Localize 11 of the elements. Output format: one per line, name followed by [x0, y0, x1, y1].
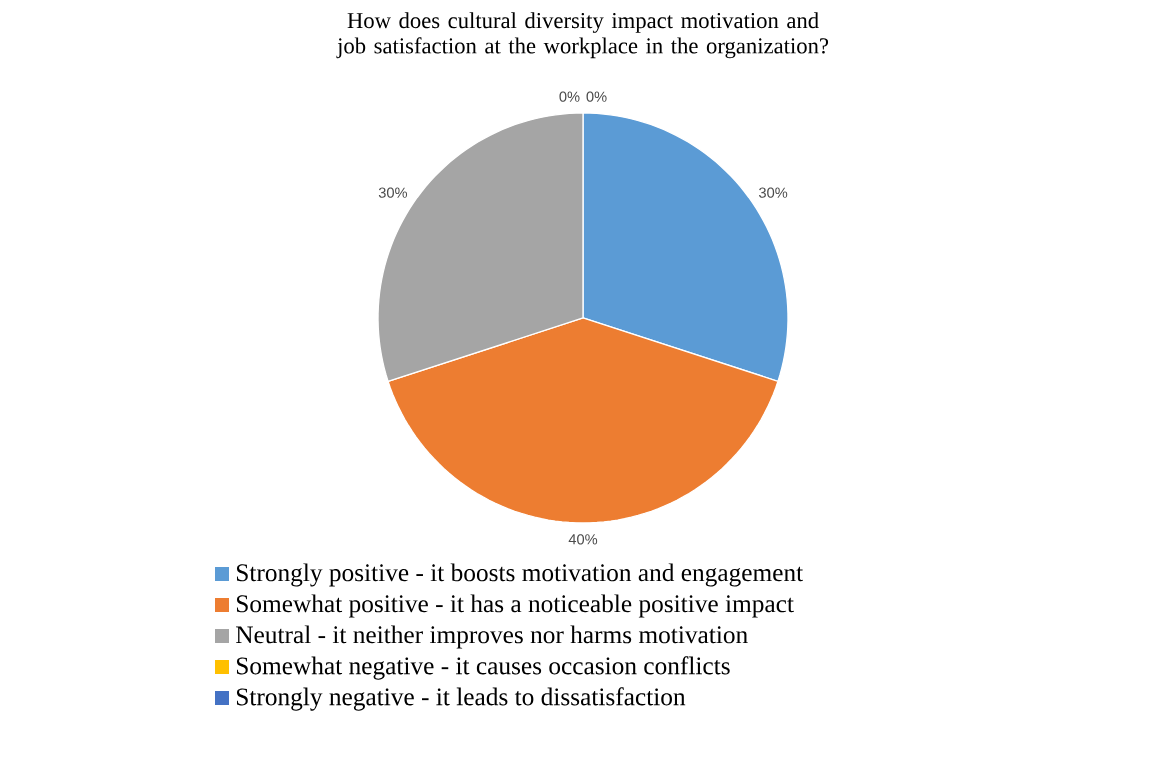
- legend-label: Strongly positive - it boosts motivation and engagement: [236, 563, 803, 587]
- text: 0%: [559, 91, 580, 102]
- data-label: 30%: [378, 187, 408, 198]
- data-label: 40%: [568, 534, 598, 545]
- legend-label: Strongly negative - it leads to dissatisfaction: [236, 687, 686, 711]
- chart-title: How does cultural diversity impact motivation and job satisfaction at the workplace in the organization?: [336, 12, 829, 59]
- legend-label: Somewhat negative - it causes occasion conflicts: [236, 656, 730, 680]
- text: 0%: [586, 91, 607, 102]
- legend-label: Somewhat positive - it has a noticeable positive impact: [236, 594, 794, 618]
- data-label: 30%: [758, 187, 788, 198]
- legend-label: Neutral - it neither improves nor harms motivation: [236, 625, 748, 649]
